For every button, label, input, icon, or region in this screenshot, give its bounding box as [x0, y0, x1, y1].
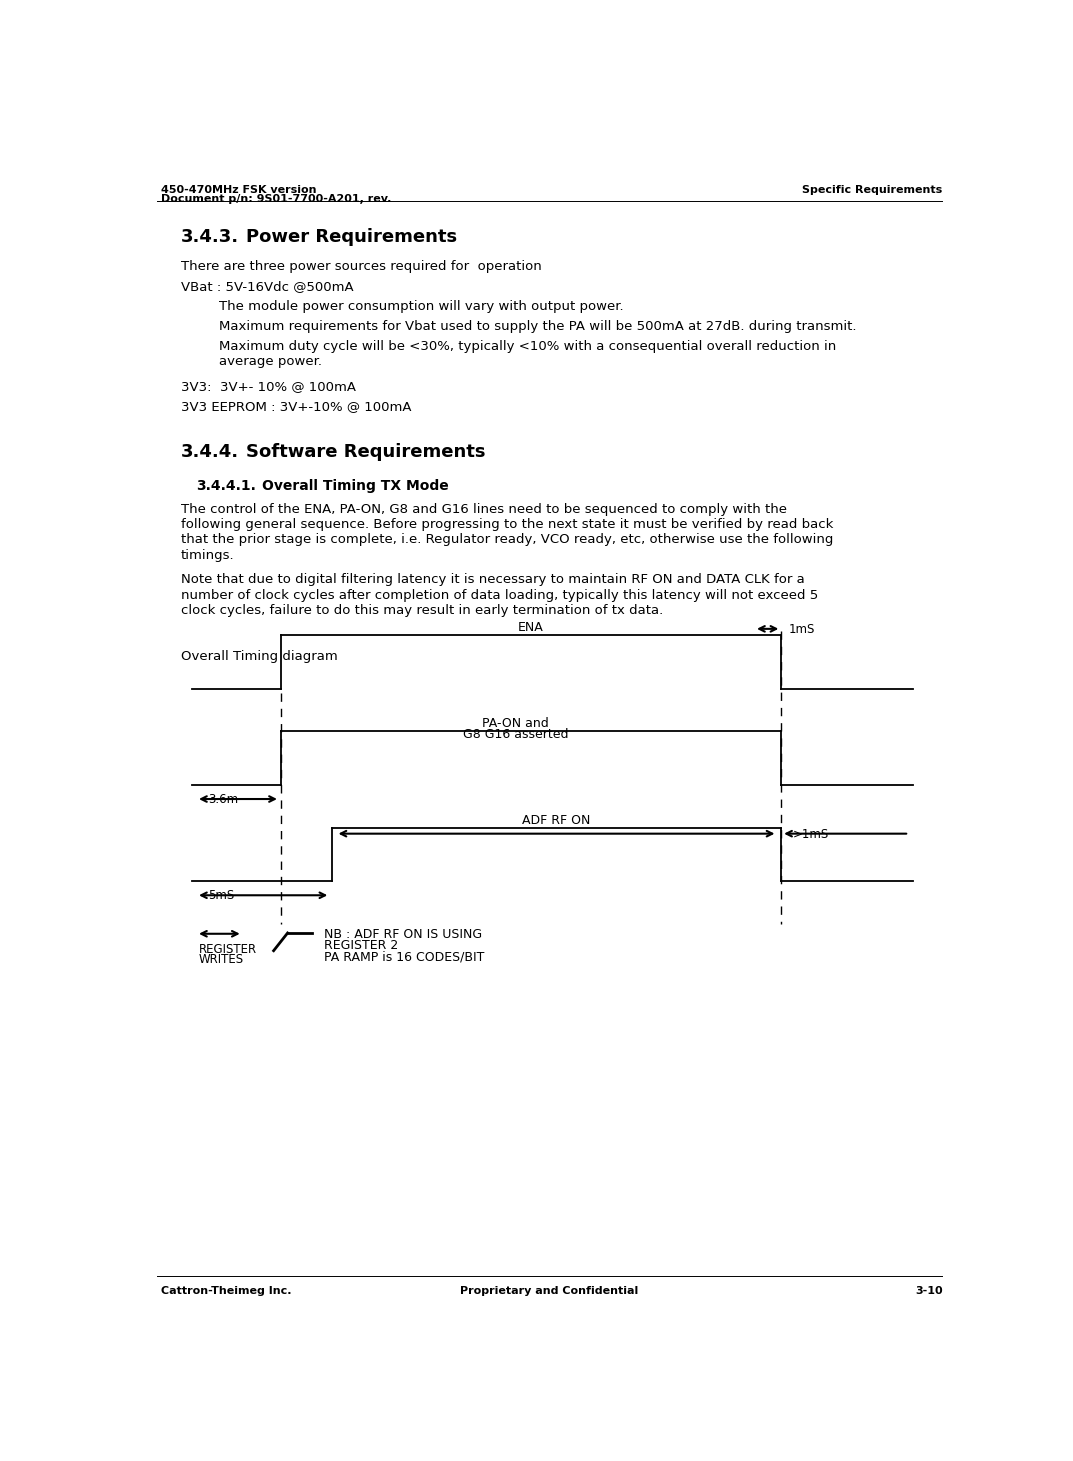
Text: 3.4.3.: 3.4.3.: [180, 228, 239, 245]
Text: Power Requirements: Power Requirements: [247, 228, 457, 245]
Text: PA RAMP is 16 CODES/BIT: PA RAMP is 16 CODES/BIT: [324, 951, 484, 964]
Text: timings.: timings.: [180, 549, 234, 562]
Text: 3-10: 3-10: [915, 1286, 942, 1296]
Text: Proprietary and Confidential: Proprietary and Confidential: [460, 1286, 638, 1296]
Text: 3V3 EEPROM : 3V+-10% @ 100mA: 3V3 EEPROM : 3V+-10% @ 100mA: [180, 400, 411, 413]
Text: 3.6m: 3.6m: [208, 793, 238, 806]
Text: average power.: average power.: [219, 355, 322, 368]
Text: that the prior stage is complete, i.e. Regulator ready, VCO ready, etc, otherwis: that the prior stage is complete, i.e. R…: [180, 533, 833, 546]
Text: 3V3:  3V+- 10% @ 100mA: 3V3: 3V+- 10% @ 100mA: [180, 380, 355, 393]
Text: ENA: ENA: [518, 621, 544, 634]
Text: Software Requirements: Software Requirements: [247, 443, 486, 460]
Text: ADF RF ON: ADF RF ON: [523, 814, 591, 827]
Text: NB : ADF RF ON IS USING: NB : ADF RF ON IS USING: [324, 928, 482, 941]
Text: 450-470MHz FSK version: 450-470MHz FSK version: [161, 184, 317, 194]
Text: Document p/n: 9S01-7700-A201, rev.: Document p/n: 9S01-7700-A201, rev.: [161, 194, 392, 203]
Text: 3.4.4.: 3.4.4.: [180, 443, 239, 460]
Text: Overall Timing TX Mode: Overall Timing TX Mode: [262, 479, 449, 494]
Text: The module power consumption will vary with output power.: The module power consumption will vary w…: [219, 300, 624, 313]
Text: 5mS: 5mS: [208, 890, 234, 901]
Text: PA-ON and: PA-ON and: [482, 717, 548, 730]
Text: >1mS: >1mS: [793, 827, 829, 840]
Text: The control of the ENA, PA-ON, G8 and G16 lines need to be sequenced to comply w: The control of the ENA, PA-ON, G8 and G1…: [180, 503, 787, 516]
Text: Note that due to digital filtering latency it is necessary to maintain RF ON and: Note that due to digital filtering laten…: [180, 573, 805, 586]
Text: Maximum duty cycle will be <30%, typically <10% with a consequential overall red: Maximum duty cycle will be <30%, typical…: [219, 340, 837, 354]
Text: number of clock cycles after completion of data loading, typically this latency : number of clock cycles after completion …: [180, 589, 818, 602]
Text: REGISTER: REGISTER: [199, 942, 256, 955]
Text: Overall Timing diagram: Overall Timing diagram: [180, 650, 337, 663]
Text: G8 G16 asserted: G8 G16 asserted: [462, 728, 569, 741]
Text: REGISTER 2: REGISTER 2: [324, 939, 398, 953]
Text: clock cycles, failure to do this may result in early termination of tx data.: clock cycles, failure to do this may res…: [180, 605, 663, 617]
Text: Cattron-Theimeg Inc.: Cattron-Theimeg Inc.: [161, 1286, 292, 1296]
Text: following general sequence. Before progressing to the next state it must be veri: following general sequence. Before progr…: [180, 519, 833, 530]
Text: Maximum requirements for Vbat used to supply the PA will be 500mA at 27dB. durin: Maximum requirements for Vbat used to su…: [219, 320, 857, 333]
Text: There are three power sources required for  operation: There are three power sources required f…: [180, 260, 542, 273]
Text: Specific Requirements: Specific Requirements: [803, 184, 942, 194]
Text: VBat : 5V-16Vdc @500mA: VBat : 5V-16Vdc @500mA: [180, 281, 353, 294]
Text: 1mS: 1mS: [789, 624, 815, 637]
Text: WRITES: WRITES: [199, 953, 244, 966]
Text: 3.4.4.1.: 3.4.4.1.: [196, 479, 256, 494]
